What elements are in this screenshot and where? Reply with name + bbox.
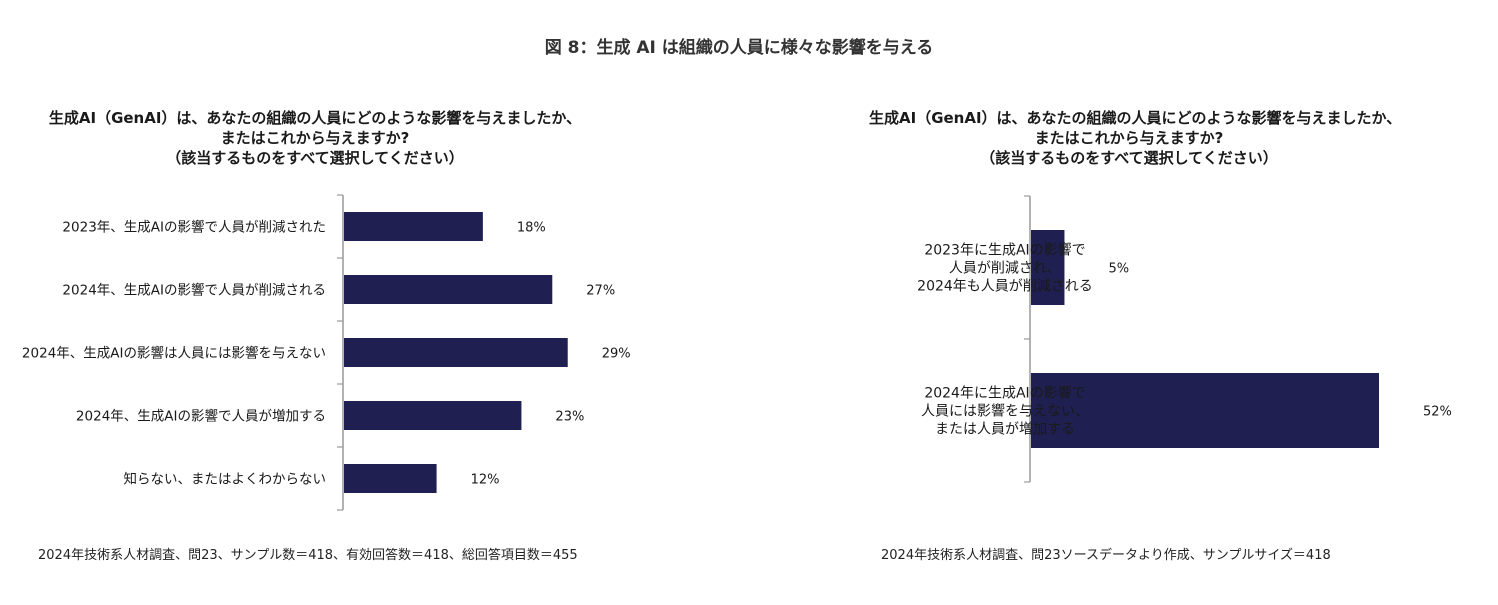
bar: [344, 401, 522, 430]
bar: [344, 212, 483, 241]
category-label: 人員が削減され、: [949, 260, 1061, 277]
value-label: 29%: [602, 347, 631, 362]
left-question-line-1: 生成AI（GenAI）は、あなたの組織の人員にどのような影響を与えましたか、: [48, 109, 582, 127]
bar: [344, 464, 437, 493]
value-label: 5%: [1108, 262, 1129, 277]
left-bar-chart: 18% 2023年、生成AIの影響で人員が削減された 27% 2024年、生成AIの影…: [22, 194, 631, 511]
left-footnote: 2024年技術系人材調査、問23、サンプル数＝418、有効回答数＝418、総回答…: [38, 548, 578, 563]
category-label: 2024年、生成AIの影響で人員が増加する: [76, 408, 326, 425]
left-question-line-2: またはこれから与えますか?: [220, 129, 410, 147]
category-label: 2024年に生成AIの影響で: [924, 385, 1085, 402]
category-label: または人員が増加する: [935, 422, 1075, 438]
right-question-line-2: またはこれから与えますか?: [1034, 129, 1224, 147]
bar: [344, 275, 553, 304]
category-label: 2024年、生成AIの影響で人員が削減される: [62, 282, 326, 299]
left-question-line-3: （該当するものをすべて選択してください）: [166, 149, 464, 167]
right-question-line-1: 生成AI（GenAI）は、あなたの組織の人員にどのような影響を与えましたか、: [869, 109, 1402, 127]
figure-title: 図 8：生成 AI は組織の人員に様々な影響を与える: [544, 38, 934, 58]
right-question-line-3: （該当するものをすべて選択してください）: [980, 149, 1278, 167]
value-label: 18%: [517, 221, 546, 236]
bar: [1031, 373, 1379, 448]
category-label: 2023年に生成AIの影響で: [924, 242, 1085, 259]
value-label: 27%: [586, 284, 615, 299]
right-panel: 生成AI（GenAI）は、あなたの組織の人員にどのような影響を与えましたか、 ま…: [749, 0, 1498, 605]
right-chart-question: 生成AI（GenAI）は、あなたの組織の人員にどのような影響を与えましたか、 ま…: [869, 108, 1402, 168]
bar: [344, 338, 568, 367]
category-label: 2024年、生成AIの影響は人員には影響を与えない: [22, 345, 326, 362]
left-chart-question: 生成AI（GenAI）は、あなたの組織の人員にどのような影響を与えましたか、 ま…: [0, 108, 630, 168]
value-label: 12%: [471, 473, 500, 488]
left-panel: 生成AI（GenAI）は、あなたの組織の人員にどのような影響を与えましたか、 ま…: [0, 108, 631, 563]
category-label: 2023年、生成AIの影響で人員が削減された: [62, 219, 326, 236]
value-label: 52%: [1423, 405, 1452, 420]
category-label: 2024年も人員が削減される: [917, 278, 1093, 295]
value-label: 23%: [555, 410, 584, 425]
bar: [1031, 230, 1065, 305]
category-label: 知らない、またはよくわからない: [124, 471, 327, 488]
category-label: 人員には影響を与えない、: [921, 403, 1089, 420]
right-footnote: 2024年技術系人材調査、問23ソースデータより作成、サンプルサイズ＝418: [881, 548, 1331, 563]
